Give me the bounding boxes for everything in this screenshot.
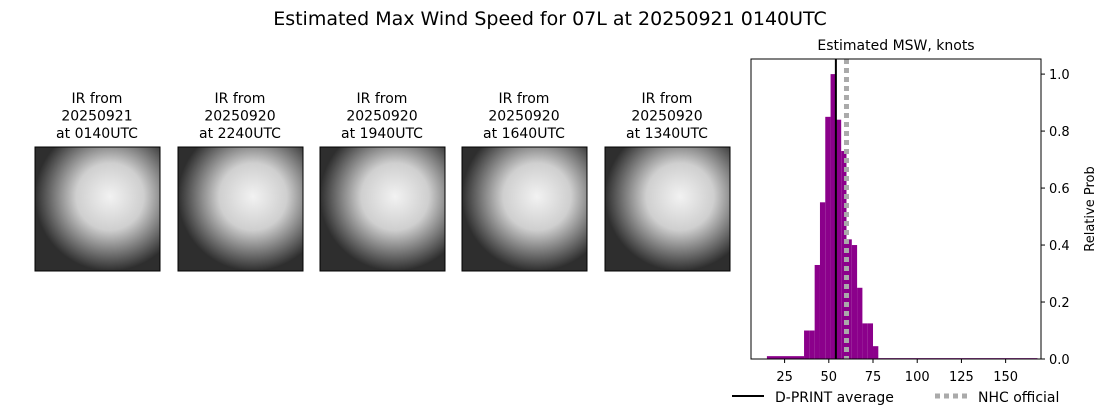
bar [766, 356, 805, 359]
y-axis-label: Relative Prob [1083, 166, 1098, 251]
bar [814, 264, 820, 359]
y-tick-label: 0.6 [1049, 182, 1070, 197]
image-title: 20250920 [346, 109, 417, 125]
bar [835, 119, 842, 359]
image-title: 20250920 [631, 109, 702, 125]
ir-image [319, 146, 446, 272]
figure-title: Estimated Max Wind Speed for 07L at 2025… [273, 8, 827, 30]
ir-image [177, 146, 304, 272]
image-title: IR from [642, 91, 693, 107]
y-tick-label: 0.4 [1049, 239, 1070, 254]
image-title: at 1940UTC [341, 126, 423, 142]
x-tick-label: 125 [949, 370, 974, 385]
bar [830, 74, 836, 359]
image-title: at 1340UTC [626, 126, 708, 142]
x-tick-label: 50 [821, 370, 838, 385]
image-title: at 1640UTC [483, 126, 565, 142]
ir-image [34, 146, 161, 272]
legend-label: D-PRINT average [775, 390, 894, 406]
ir-image [604, 146, 731, 272]
y-tick-label: 1.0 [1049, 68, 1070, 83]
bar [851, 245, 858, 359]
x-tick-label: 150 [993, 370, 1018, 385]
image-title: at 0140UTC [56, 126, 138, 142]
bar [804, 330, 810, 359]
image-title: 20250921 [61, 109, 132, 125]
legend-label: NHC official [978, 390, 1059, 406]
bar [841, 151, 847, 359]
image-title: 20250920 [204, 109, 275, 125]
y-tick-label: 0.8 [1049, 125, 1070, 140]
image-title: IR from [215, 91, 266, 107]
y-tick-label: 0.0 [1049, 353, 1070, 368]
plot-frame [750, 58, 1042, 360]
x-tick-label: 25 [776, 370, 793, 385]
ir-image [461, 146, 588, 272]
x-tick-label: 100 [905, 370, 930, 385]
image-title: IR from [499, 91, 550, 107]
bar [862, 323, 868, 359]
chart-title: Estimated MSW, knots [817, 38, 974, 54]
bar [809, 330, 815, 359]
image-title: 20250920 [488, 109, 559, 125]
x-tick-label: 75 [865, 370, 882, 385]
bar [873, 346, 879, 359]
bar [819, 202, 826, 359]
bar [867, 323, 874, 359]
image-title: IR from [72, 91, 123, 107]
bar [825, 116, 831, 360]
bar [846, 239, 852, 359]
image-title: at 2240UTC [199, 126, 281, 142]
y-tick-label: 0.2 [1049, 296, 1070, 311]
image-title: IR from [357, 91, 408, 107]
bar [857, 287, 863, 359]
